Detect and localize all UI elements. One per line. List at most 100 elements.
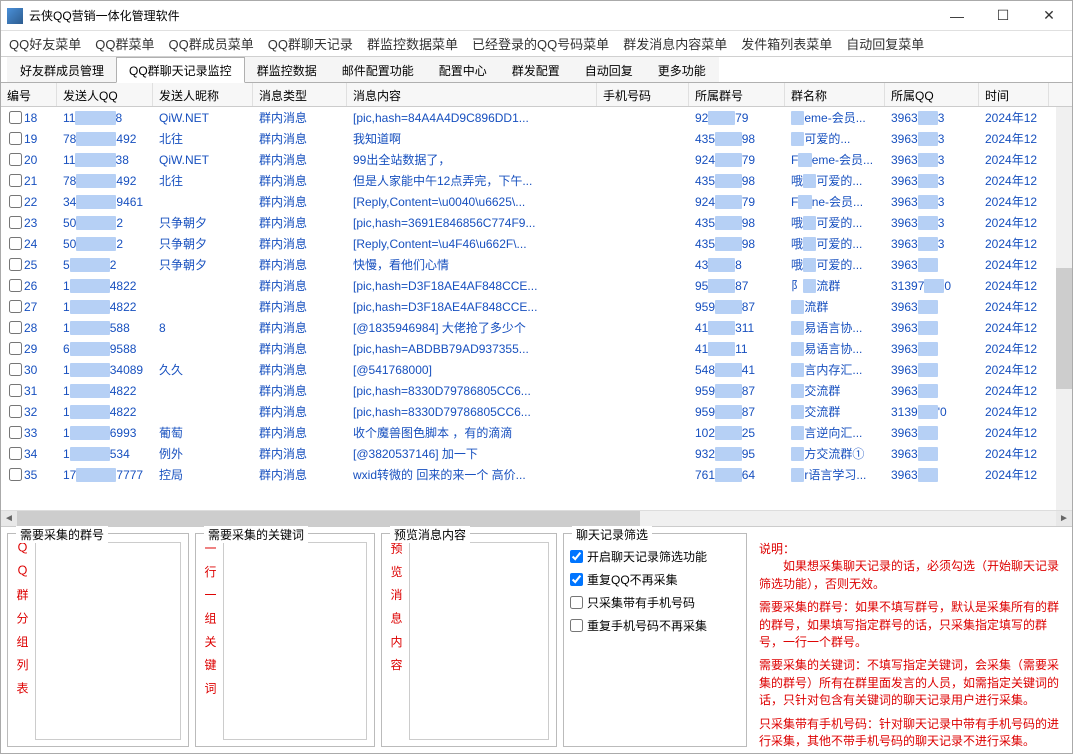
row-checkbox[interactable] [9,342,22,355]
table-row[interactable]: 2550000002只争朝夕群内消息快慢，看他们心情4300008哦00可爱的.… [1,254,1072,275]
row-checkbox[interactable] [9,132,22,145]
checkbox[interactable] [570,550,583,563]
scroll-track[interactable] [17,511,1056,527]
cell [597,284,689,288]
menu-item[interactable]: 群监控数据菜单 [367,34,458,53]
maximize-button[interactable]: ☐ [980,1,1026,31]
table-row[interactable]: 24500000002只争朝夕群内消息[Reply,Content=\u4F46… [1,233,1072,254]
row-checkbox[interactable] [9,216,22,229]
cell: 3963000 [885,445,979,463]
tab[interactable]: 配置中心 [426,57,500,82]
table-row[interactable]: 3210000004822群内消息[pic,hash=8330D79786805… [1,401,1072,422]
column-header[interactable]: 消息内容 [347,83,597,106]
column-header[interactable]: 消息类型 [253,83,347,106]
row-checkbox[interactable] [9,447,22,460]
row-checkbox[interactable] [9,321,22,334]
app-window: 云侠QQ营销一体化管理软件 — ☐ ✕ QQ好友菜单QQ群菜单QQ群成员菜单QQ… [0,0,1073,754]
row-checkbox[interactable] [9,195,22,208]
menu-item[interactable]: 群发消息内容菜单 [623,34,727,53]
chk-dedup-phone[interactable]: 重复手机号码不再采集 [570,617,740,634]
table-row[interactable]: 22340000009461群内消息[Reply,Content=\u0040\… [1,191,1072,212]
table-row[interactable]: 30100000034089久久群内消息[@541768000]54800004… [1,359,1072,380]
row-checkbox[interactable] [9,384,22,397]
group-ids-input[interactable] [35,542,181,740]
menu-item[interactable]: 自动回复菜单 [846,34,924,53]
row-checkbox[interactable] [9,426,22,439]
column-header[interactable]: 所属群号 [689,83,785,106]
help-text: 需要采集的关键词：不填写指定关键词，会采集（需要采集的群号）所有在群里面发言的人… [759,657,1060,709]
checkbox[interactable] [570,573,583,586]
column-header[interactable]: 时间 [979,83,1049,106]
cell [597,116,689,120]
column-header[interactable]: 所属QQ [885,83,979,106]
table-row[interactable]: 2810000005888群内消息[@1835946984] 大佬抢了多少个41… [1,317,1072,338]
column-header[interactable]: 编号 [1,83,57,106]
menu-item[interactable]: QQ群成员菜单 [168,34,253,53]
table-row[interactable]: 2610000004822群内消息[pic,hash=D3F18AE4AF848… [1,275,1072,296]
cell [597,431,689,435]
grid-body: 18110000008QiW.NET群内消息[pic,hash=84A4A4D9… [1,107,1072,510]
table-row[interactable]: 201100000038QiW.NET群内消息99出全站数据了，92400007… [1,149,1072,170]
row-checkbox[interactable] [9,237,22,250]
table-row[interactable]: 18110000008QiW.NET群内消息[pic,hash=84A4A4D9… [1,107,1072,128]
vertical-scrollbar[interactable] [1056,107,1072,510]
cell: 92000079 [689,109,785,127]
column-header[interactable]: 发送人QQ [57,83,153,106]
row-checkbox[interactable] [9,153,22,166]
row-checkbox[interactable] [9,300,22,313]
app-icon [7,8,23,24]
checkbox[interactable] [570,596,583,609]
table-row[interactable]: 2178000000492北往群内消息但是人家能中午12点弄完，下午...435… [1,170,1072,191]
row-checkbox[interactable] [9,174,22,187]
cell: 500000002 [57,235,153,253]
scroll-left-icon[interactable]: ◄ [1,511,17,527]
chk-dedup-qq[interactable]: 重复QQ不再采集 [570,571,740,588]
table-row[interactable]: 341000000534例外群内消息[@3820537146] 加一下93200… [1,443,1072,464]
row-checkbox[interactable] [9,405,22,418]
scroll-thumb[interactable] [17,511,640,527]
menu-item[interactable]: 已经登录的QQ号码菜单 [472,34,609,53]
tab[interactable]: 更多功能 [645,57,719,82]
tab[interactable]: 群发配置 [499,57,573,82]
table-row[interactable]: 2710000004822群内消息[pic,hash=D3F18AE4AF848… [1,296,1072,317]
menu-item[interactable]: QQ好友菜单 [9,34,81,53]
cell: [@3820537146] 加一下 [347,443,597,464]
column-header[interactable]: 发送人昵称 [153,83,253,106]
scrollbar-thumb[interactable] [1056,268,1072,389]
table-row[interactable]: 3110000004822群内消息[pic,hash=8330D79786805… [1,380,1072,401]
column-header[interactable]: 手机号码 [597,83,689,106]
chk-enable-filter[interactable]: 开启聊天记录筛选功能 [570,548,740,565]
close-button[interactable]: ✕ [1026,1,1072,31]
tab[interactable]: 好友群成员管理 [7,57,117,82]
menu-item[interactable]: QQ群菜单 [95,34,154,53]
cell: 群内消息 [253,107,347,128]
tab[interactable]: 群监控数据 [244,57,330,82]
table-row[interactable]: 1978000000492北往群内消息我知道啊43500009800可爱的...… [1,128,1072,149]
menu-item[interactable]: QQ群聊天记录 [268,34,353,53]
row-checkbox[interactable] [9,468,22,481]
keywords-input[interactable] [223,542,367,740]
chk-phone-only[interactable]: 只采集带有手机号码 [570,594,740,611]
table-row[interactable]: 3310000006993葡萄群内消息收个魔兽图色脚本 ，有的滴滴1020000… [1,422,1072,443]
cell: [Reply,Content=\u4F46\u662F\... [347,235,597,253]
cell: 00流群 [785,296,885,317]
row-checkbox[interactable] [9,363,22,376]
table-row[interactable]: 35170000007777控局群内消息wxid转微的 回来的来一个 高价...… [1,464,1072,485]
scroll-right-icon[interactable]: ► [1056,511,1072,527]
cell [153,200,253,204]
table-row[interactable]: 23500000002只争朝夕群内消息[pic,hash=3691E846856… [1,212,1072,233]
row-checkbox[interactable] [9,279,22,292]
cell: 00可爱的... [785,128,885,149]
tab[interactable]: QQ群聊天记录监控 [116,57,245,83]
column-header[interactable]: 群名称 [785,83,885,106]
horizontal-scrollbar[interactable]: ◄ ► [1,510,1072,526]
table-row[interactable]: 2960000009588群内消息[pic,hash=ABDBB79AD9373… [1,338,1072,359]
tab[interactable]: 自动回复 [572,57,646,82]
checkbox[interactable] [570,619,583,632]
tab[interactable]: 邮件配置功能 [329,57,427,82]
menu-item[interactable]: 发件箱列表菜单 [741,34,832,53]
preview-input[interactable] [409,542,549,740]
row-checkbox[interactable] [9,258,22,271]
row-checkbox[interactable] [9,111,22,124]
minimize-button[interactable]: — [934,1,980,31]
